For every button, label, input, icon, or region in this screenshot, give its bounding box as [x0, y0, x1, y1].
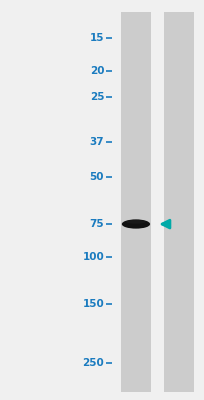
Text: 50: 50: [89, 172, 104, 182]
Text: 37: 37: [89, 137, 104, 147]
Text: 100: 100: [82, 252, 104, 262]
Bar: [121, 12, 150, 392]
Text: 20: 20: [89, 66, 104, 76]
Text: 25: 25: [89, 92, 104, 102]
Text: 75: 75: [89, 219, 104, 229]
Ellipse shape: [125, 220, 145, 224]
Text: 250: 250: [82, 358, 104, 368]
Ellipse shape: [121, 219, 149, 229]
Bar: [164, 12, 193, 392]
Text: 150: 150: [82, 299, 104, 309]
Text: 15: 15: [89, 33, 104, 43]
